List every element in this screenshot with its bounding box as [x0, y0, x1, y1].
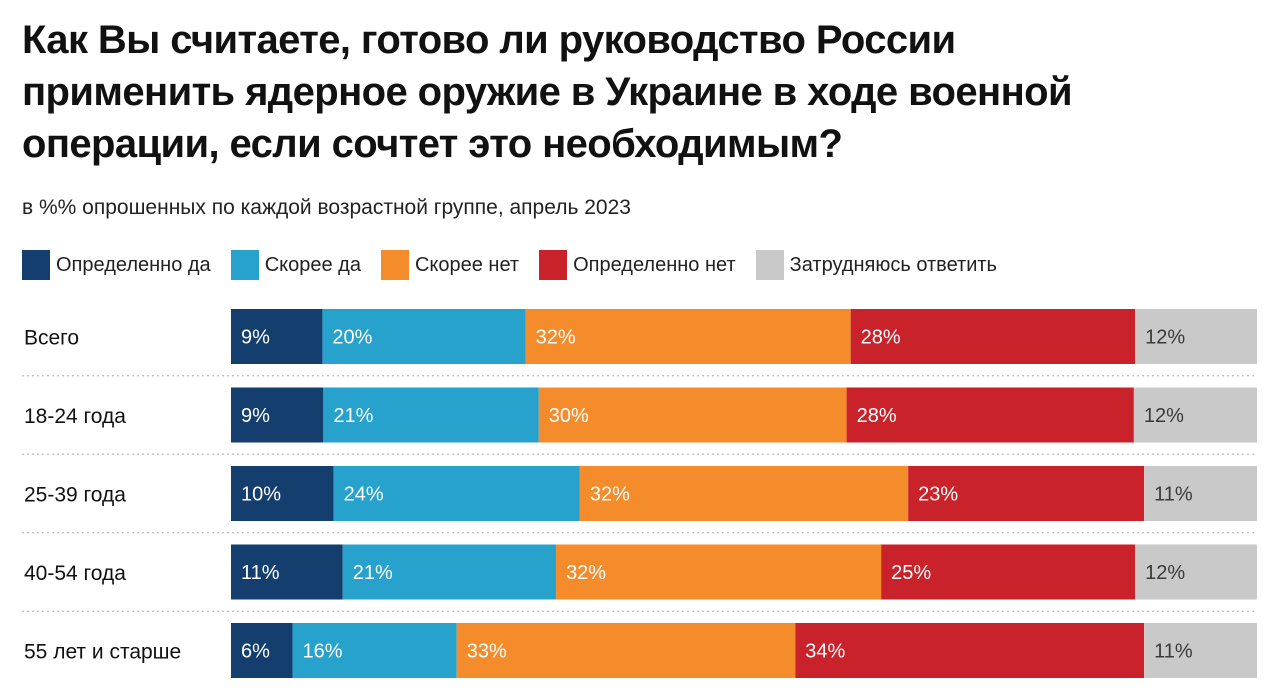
data-label: 24% [344, 484, 384, 506]
data-label: 11% [241, 562, 280, 584]
bar-segment [323, 387, 539, 443]
data-label: 11% [1154, 641, 1193, 663]
data-label: 9% [241, 405, 270, 427]
bar-segment [1135, 309, 1257, 364]
data-label: 32% [566, 562, 606, 584]
legend-item-definitely-no: Определенно нет [539, 250, 736, 280]
data-label: 23% [918, 484, 958, 506]
data-label: 10% [241, 484, 281, 506]
chart-subtitle: в %% опрошенных по каждой возрастной гру… [22, 196, 631, 219]
legend-swatch [755, 250, 784, 280]
data-label: 28% [861, 327, 901, 349]
data-label: 30% [549, 405, 589, 427]
bar-segment [850, 309, 1136, 364]
data-label: 25% [891, 562, 931, 584]
legend-swatch [230, 250, 259, 280]
bar-segment [538, 387, 847, 443]
data-label: 28% [857, 405, 897, 427]
bar-segment [231, 387, 324, 443]
bar-segment [1144, 623, 1257, 678]
bar-segment [456, 623, 796, 678]
legend-label: Определенно нет [573, 253, 736, 276]
bar-segment [342, 544, 557, 600]
data-label: 12% [1144, 405, 1184, 427]
legend-label: Определенно да [56, 253, 211, 276]
category-label: 18-24 года [24, 405, 126, 428]
legend: Определенно да Скорее да Скорее нет Опре… [22, 250, 1017, 280]
legend-swatch [22, 250, 50, 280]
bar-segment [908, 466, 1145, 521]
data-label: 12% [1145, 327, 1185, 349]
data-label: 32% [536, 327, 576, 349]
category-label: Всего [24, 327, 79, 350]
chart-title: Как Вы считаете, готово ли руководство Р… [22, 18, 1073, 166]
bar-segment [846, 387, 1134, 443]
data-label: 20% [332, 327, 372, 349]
data-label: 12% [1145, 562, 1185, 584]
bar-segment [1144, 466, 1257, 521]
bar-segment [333, 466, 580, 521]
legend-swatch [539, 250, 568, 280]
data-label: 21% [353, 562, 393, 584]
data-label: 6% [241, 641, 270, 663]
legend-item-hard-to-say: Затрудняюсь ответить [755, 250, 997, 280]
bar-segment [322, 309, 526, 364]
legend-label: Скорее да [264, 253, 361, 276]
bar-segment [579, 466, 909, 521]
legend-label: Скорее нет [414, 253, 520, 276]
legend-swatch [380, 250, 409, 280]
category-label: 40-54 года [24, 562, 126, 585]
data-label: 34% [805, 641, 845, 663]
data-label: 21% [333, 405, 373, 427]
bar-segment [1133, 387, 1257, 443]
data-label: 11% [1154, 484, 1193, 506]
bar-segment [292, 623, 457, 678]
data-label: 16% [303, 641, 343, 663]
bar-segment [231, 309, 323, 364]
bar-segment [556, 544, 882, 600]
bar-segment [231, 623, 293, 678]
bar-segment [525, 309, 851, 364]
bar-segment [231, 466, 334, 521]
legend-item-rather-no: Скорее нет [380, 250, 520, 280]
bar-segment [881, 544, 1136, 600]
data-label: 33% [467, 641, 507, 663]
legend-label: Затрудняюсь ответить [789, 253, 997, 276]
category-label: 25-39 года [24, 484, 126, 507]
legend-item-definitely-yes: Определенно да [22, 250, 211, 280]
legend-item-rather-yes: Скорее да [230, 250, 361, 280]
bar-segment [795, 623, 1145, 678]
data-label: 9% [241, 327, 270, 349]
data-label: 32% [590, 484, 630, 506]
bar-segment [1135, 544, 1257, 600]
bar-segment [231, 544, 343, 600]
category-label: 55 лет и старше [24, 641, 181, 664]
